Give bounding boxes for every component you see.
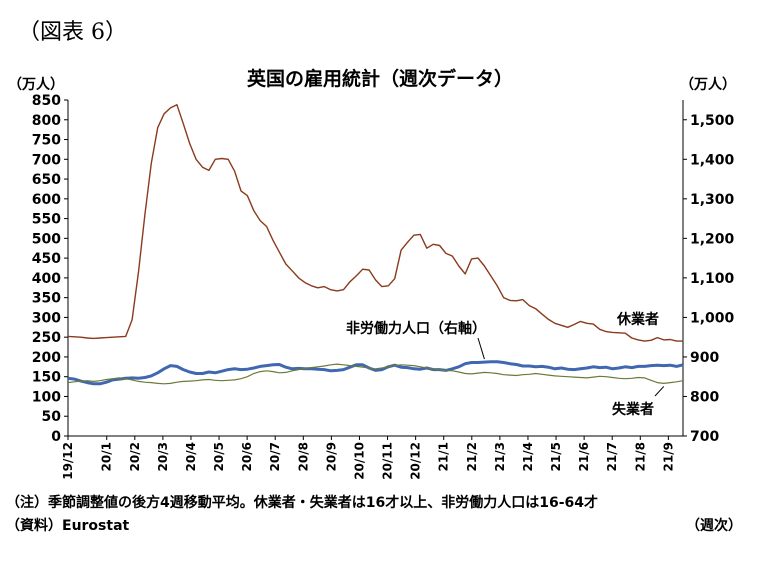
left-y-tick-label: 800 bbox=[32, 113, 61, 129]
left-y-tick-label: 200 bbox=[32, 350, 61, 366]
x-tick-label: 21/2 bbox=[465, 442, 479, 471]
annotation-leader bbox=[654, 386, 665, 397]
x-axis-unit: （週次） bbox=[686, 518, 742, 534]
left-y-tick-label: 750 bbox=[32, 133, 61, 149]
x-tick-label: 21/7 bbox=[605, 442, 619, 471]
annotation-label: 失業者 bbox=[612, 401, 654, 418]
series-line-2 bbox=[67, 360, 684, 386]
left-axis-unit: （万人） bbox=[8, 77, 64, 93]
x-tick-label: 21/5 bbox=[549, 442, 563, 471]
right-y-tick-label: 900 bbox=[690, 350, 719, 366]
x-tick-label: 20/9 bbox=[324, 442, 338, 471]
right-y-tick-label: 1,400 bbox=[690, 152, 735, 168]
x-tick-label: 21/1 bbox=[437, 442, 451, 471]
left-y-tick-label: 350 bbox=[32, 291, 61, 307]
x-tick-label: 20/3 bbox=[156, 442, 170, 471]
x-tick-label: 20/11 bbox=[381, 442, 395, 480]
x-tick-label: 20/1 bbox=[100, 442, 114, 471]
x-tick-label: 20/7 bbox=[268, 442, 282, 471]
right-y-tick-label: 700 bbox=[690, 429, 719, 445]
left-y-tick-label: 50 bbox=[42, 409, 62, 425]
x-tick-label: 19/12 bbox=[61, 442, 75, 480]
right-y-tick-label: 1,500 bbox=[690, 113, 735, 129]
annotation-leader bbox=[477, 337, 485, 360]
right-y-tick-label: 800 bbox=[690, 389, 719, 405]
left-y-tick-label: 100 bbox=[32, 389, 61, 405]
left-y-tick-label: 250 bbox=[32, 330, 61, 346]
x-tick-label: 20/2 bbox=[128, 442, 142, 471]
x-tick-label: 21/3 bbox=[493, 442, 507, 471]
x-tick-label: 20/12 bbox=[409, 442, 423, 480]
x-tick-label: 21/8 bbox=[633, 442, 647, 471]
right-y-tick-label: 1,000 bbox=[690, 310, 735, 326]
left-y-tick-label: 600 bbox=[32, 192, 61, 208]
right-y-tick-label: 1,200 bbox=[690, 231, 735, 247]
series-line-1 bbox=[67, 104, 683, 342]
right-y-tick-label: 1,100 bbox=[690, 271, 735, 287]
x-tick-label: 20/10 bbox=[352, 442, 366, 480]
left-y-tick-label: 400 bbox=[32, 271, 61, 287]
left-y-tick-label: 150 bbox=[32, 370, 61, 386]
series-line-3 bbox=[67, 363, 684, 385]
x-tick-label: 21/4 bbox=[521, 442, 535, 471]
left-y-tick-label: 650 bbox=[32, 172, 61, 188]
left-y-tick-label: 850 bbox=[32, 93, 61, 109]
x-tick-label: 20/5 bbox=[212, 442, 226, 471]
left-y-tick-label: 550 bbox=[32, 212, 61, 228]
right-y-tick-label: 1,300 bbox=[690, 192, 735, 208]
x-tick-label: 20/8 bbox=[296, 442, 310, 471]
annotation-label: 非労働力人口（右軸） bbox=[346, 320, 486, 337]
x-tick-label: 20/4 bbox=[184, 442, 198, 471]
left-y-tick-label: 700 bbox=[32, 152, 61, 168]
chart-note: （注）季節調整値の後方4週移動平均。休業者・失業者は16才以上、非労働力人口は1… bbox=[6, 495, 598, 511]
x-tick-label: 21/6 bbox=[577, 442, 591, 471]
left-y-tick-label: 500 bbox=[32, 231, 61, 247]
chart-source: （資料）Eurostat bbox=[6, 518, 130, 534]
left-y-tick-label: 0 bbox=[51, 429, 61, 445]
chart-title: 英国の雇用統計（週次データ） bbox=[246, 68, 513, 90]
x-tick-label: 21/9 bbox=[661, 442, 675, 471]
left-y-tick-label: 450 bbox=[32, 251, 61, 267]
figure-label: （図表 6） bbox=[18, 20, 127, 45]
x-tick-label: 20/6 bbox=[240, 442, 254, 471]
right-axis-unit: （万人） bbox=[680, 77, 736, 93]
annotation-label: 休業者 bbox=[616, 311, 659, 328]
left-y-tick-label: 300 bbox=[32, 310, 61, 326]
